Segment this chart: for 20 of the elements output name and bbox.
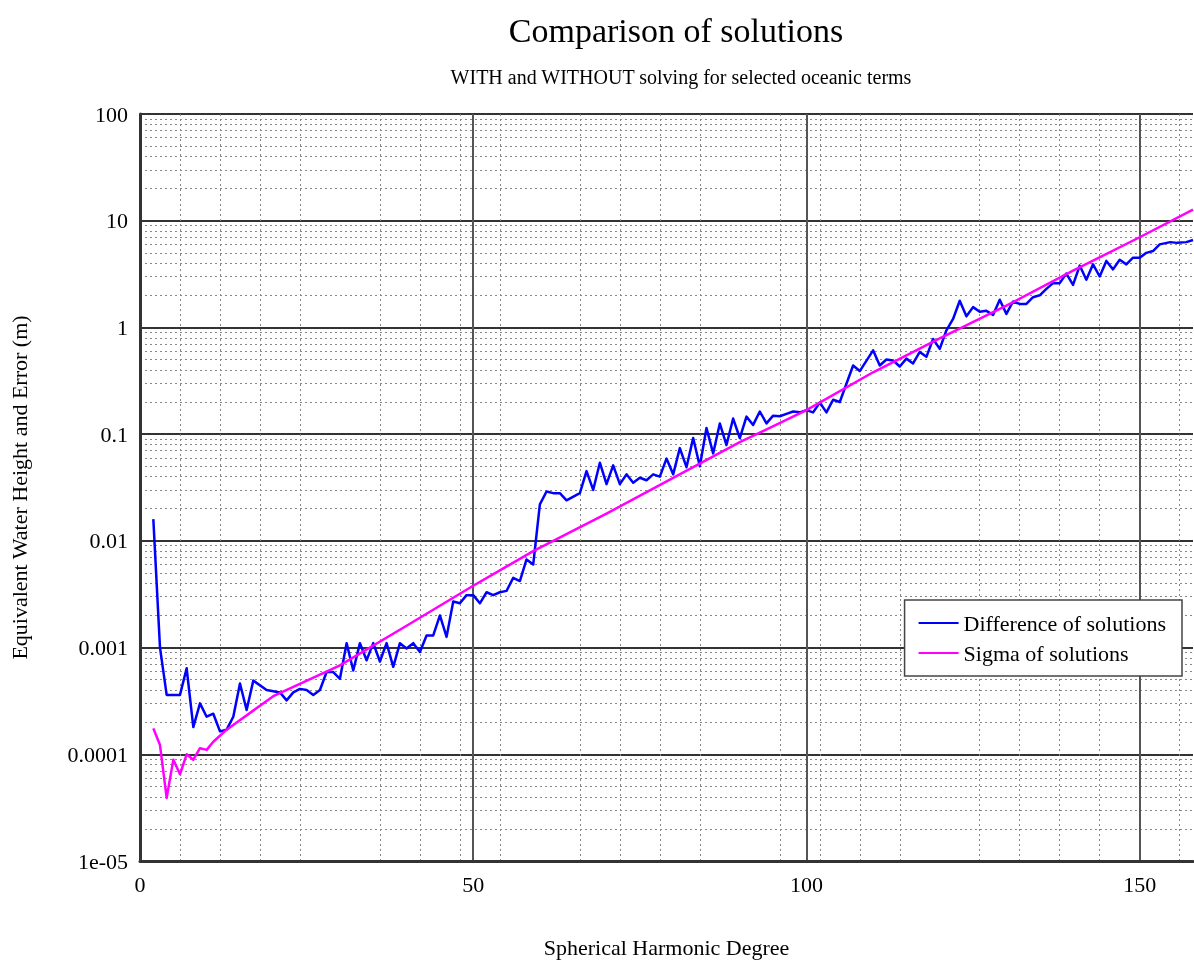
- y-tick-label: 100: [95, 101, 128, 127]
- chart-title: Comparison of solutions: [508, 11, 844, 49]
- y-tick-label: 0.01: [89, 528, 128, 554]
- line-series: [152, 208, 1194, 800]
- y-tick-label: 10: [106, 208, 128, 234]
- line-series: [152, 238, 1194, 733]
- y-tick-label: 0.001: [78, 635, 128, 661]
- legend-label: Difference of solutions: [963, 610, 1167, 636]
- chart-subtitle: WITH and WITHOUT solving for selected oceanic terms: [450, 66, 912, 89]
- y-tick-label: 1: [117, 314, 128, 340]
- x-axis-title: Spherical Harmonic Degree: [543, 934, 790, 960]
- x-tick-label: 50: [462, 871, 485, 897]
- x-tick-label: 0: [134, 871, 146, 897]
- y-axis-title: Equivalent Water Height and Error (m): [6, 315, 32, 660]
- legend-label: Sigma of solutions: [963, 640, 1129, 666]
- y-tick-label: 0.1: [100, 421, 128, 447]
- y-tick-label: 1e-05: [77, 848, 128, 874]
- y-tick-label: 0.0001: [67, 741, 128, 767]
- x-tick-label: 100: [789, 871, 823, 897]
- x-tick-label: 150: [1123, 871, 1157, 897]
